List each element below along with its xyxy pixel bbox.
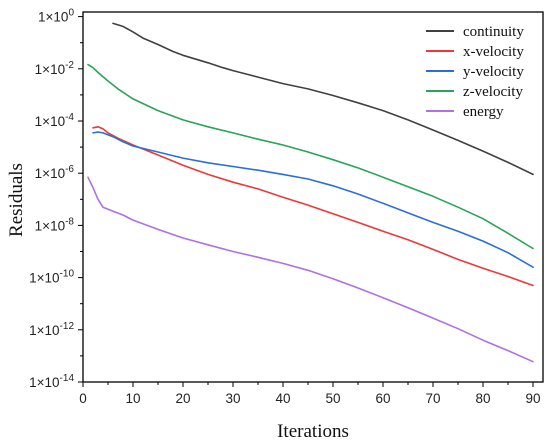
- x-axis-title: Iterations: [277, 421, 349, 442]
- x-tick-label: 10: [125, 391, 140, 406]
- series-line-x-velocity: [92, 126, 534, 287]
- y-tick-label: 1×10-2: [35, 60, 75, 77]
- x-tick-label: 50: [325, 391, 340, 406]
- series-line-continuity: [112, 22, 534, 176]
- y-tick-label: 1×10-14: [29, 373, 74, 390]
- y-tick-label: 1×10-4: [35, 112, 75, 129]
- legend-label-z-velocity: z-velocity: [463, 84, 523, 100]
- x-tick-label: 0: [79, 391, 87, 406]
- legend-label-x-velocity: x-velocity: [463, 44, 524, 60]
- series-line-z-velocity: [87, 63, 534, 250]
- y-tick-label: 1×10-6: [35, 164, 75, 181]
- legend: continuity x-velocity y-velocity z-velocity…: [426, 24, 524, 120]
- series-line-energy: [87, 176, 534, 363]
- series-layer: [87, 22, 534, 363]
- x-tick-label: 30: [225, 391, 240, 406]
- y-tick-label: 1×10-12: [29, 321, 74, 338]
- plot-frame: [82, 11, 544, 383]
- x-tick-label: 40: [275, 391, 290, 406]
- x-tick-label: 70: [425, 391, 440, 406]
- y-tick-label: 1×10-10: [29, 269, 74, 286]
- x-tick-label: 60: [375, 391, 390, 406]
- x-tick-label: 80: [475, 391, 490, 406]
- x-tick-label: 90: [525, 391, 540, 406]
- legend-label-y-velocity: y-velocity: [463, 64, 524, 80]
- x-tick-label: 20: [175, 391, 190, 406]
- y-axis-title: Residuals: [6, 163, 27, 237]
- legend-label-continuity: continuity: [463, 24, 524, 40]
- legend-label-energy: energy: [463, 104, 504, 120]
- y-tick-label: 1×100: [38, 8, 74, 25]
- tick-layer: 0 10 20 30 40 50 60 70 80 90 1×100 1×10-2 1×10-4 1×10…: [29, 8, 540, 406]
- y-tick-label: 1×10-8: [35, 216, 75, 233]
- series-line-y-velocity: [92, 131, 534, 268]
